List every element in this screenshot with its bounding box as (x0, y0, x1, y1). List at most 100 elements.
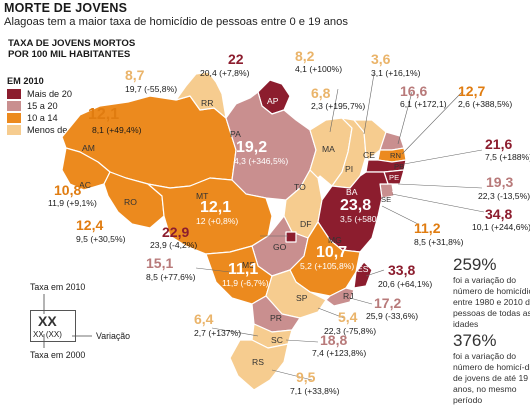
state-rj (325, 287, 355, 307)
note-big-1: 259% (453, 255, 497, 274)
rate-2010-ba-extra: 11,2 (414, 220, 441, 236)
state-abbr-ap: AP (267, 96, 279, 106)
rate-2010-pb: 12,7 (458, 83, 486, 99)
state-abbr-sc: SC (271, 335, 283, 345)
rate-2010-mg: 10,7 (316, 244, 348, 261)
rate-2010-pe: 21,6 (485, 136, 513, 152)
rate-2000-df: 23,9 (-4,2%) (150, 240, 198, 250)
state-abbr-am: AM (82, 143, 95, 153)
rate-2000-ro: 9,5 (+30,5%) (76, 234, 126, 244)
rate-2010-rj: 17,2 (374, 295, 402, 311)
state-abbr-ms: MS (242, 260, 255, 270)
rate-2010-ap: 22 (228, 51, 244, 67)
rate-2000-ba-extra: 8,5 (+31,8%) (414, 237, 464, 247)
key-small: XX (XX) (33, 330, 62, 339)
state-abbr-rr: RR (201, 98, 214, 108)
state-abbr-mt: MT (196, 191, 209, 201)
leader-line (401, 91, 463, 155)
state-abbr-ba: BA (346, 187, 358, 197)
rate-2000-pe: 7,5 (+188%) (485, 152, 530, 162)
legend-swatch (7, 125, 21, 135)
rate-2010-am: 12,1 (88, 106, 120, 123)
state-abbr-mg: MG (328, 235, 342, 245)
legend: EM 2010 Mais de 20 15 a 20 10 a 14 Menos… (7, 76, 80, 136)
rate-2000-pr: 7,4 (+123,8%) (312, 348, 367, 358)
legend-swatch (7, 101, 21, 111)
state-df (285, 231, 297, 243)
rate-2010-ba: 23,8 (340, 197, 372, 214)
rate-2000-mg: 5,2 (+105,8%) (300, 261, 355, 271)
key-top-label: Taxa em 2010 (30, 282, 86, 292)
legend-label: 10 a 14 (27, 113, 58, 123)
state-abbr-ro: RO (124, 197, 137, 207)
rate-2000-ac: 11,9 (+9,1%) (48, 198, 97, 208)
key-box (30, 310, 76, 342)
legend-item: Mais de 20 (7, 88, 80, 100)
leader-line (397, 91, 413, 145)
leader-line (285, 339, 319, 343)
state-abbr-pe: PE (389, 173, 400, 182)
rate-2010-ce: 3,6 (371, 51, 391, 67)
rate-2000-ce: 3,1 (+16,1%) (371, 68, 421, 78)
rate-2000-ba: 3,5 (+580%) (340, 214, 388, 224)
state-abbr-ma: MA (322, 144, 335, 154)
rate-2010-se: 19,3 (486, 174, 514, 190)
rate-2000-es: 20,6 (+64,1%) (378, 279, 433, 289)
rate-2010-pa: 19,2 (236, 139, 268, 156)
note-text-1: foi a variação do número de homicídios e… (453, 275, 530, 329)
rate-2000-se: 22,3 (-13,5%) (478, 191, 530, 201)
rate-2000-ms: 11,9 (-6,7%) (222, 278, 269, 288)
state-abbr-pi: PI (345, 164, 354, 174)
state-ce (353, 119, 387, 161)
rate-2000-pi: 2,3 (+195,7%) (311, 101, 366, 111)
rate-2000-ap: 20,4 (+7,8%) (200, 68, 250, 78)
leader-line (391, 193, 485, 213)
note-text-2: foi a variação do número de homicí-dios … (453, 351, 530, 405)
note-big-2: 376% (453, 331, 497, 350)
state-abbr-rs: RS (252, 357, 264, 367)
legend-item: 10 a 14 (7, 112, 80, 124)
rate-2010-df: 22,9 (162, 224, 190, 240)
leader-line (211, 327, 259, 337)
leader-line (195, 267, 231, 273)
rate-2010-rn: 16,6 (400, 83, 428, 99)
rate-2010-mt: 12,1 (200, 199, 232, 216)
rate-2010-go: 15,1 (146, 255, 174, 271)
state-abbr-rj: RJ (343, 291, 354, 301)
rate-2010-es: 33,8 (388, 262, 416, 278)
rate-2000-rj: 25,9 (-33,6%) (366, 311, 419, 321)
legend-item: 15 a 20 (7, 100, 80, 112)
rate-2000-ma: 4,1 (+100%) (295, 64, 343, 74)
leader-line (397, 183, 483, 189)
rate-2000-rr: 19,7 (-55,8%) (125, 84, 178, 94)
rate-2000-sc: 2,7 (+137%) (194, 328, 242, 338)
legend-swatch (7, 113, 21, 123)
rate-2000-sp: 22,3 (-75,8%) (324, 326, 377, 336)
leader-line (365, 269, 385, 277)
rate-2010-sc: 6,4 (194, 311, 214, 327)
rate-2010-al: 34,8 (485, 206, 513, 222)
rate-2000-pb: 2,6 (+388,5%) (458, 99, 513, 109)
state-abbr-pa: PA (230, 129, 241, 139)
state-abbr-se: SE (381, 195, 392, 204)
leader-line (317, 307, 345, 319)
rate-2010-ms: 11,1 (228, 261, 259, 278)
rate-2010-ro: 12,4 (76, 217, 104, 233)
rate-2000-mt: 12 (+0,8%) (196, 216, 239, 226)
page-subtitle: Alagoas tem a maior taxa de homicídio de… (4, 16, 348, 28)
state-abbr-al: AL (392, 185, 402, 194)
rate-2010-rr: 8,7 (125, 67, 145, 83)
key-right-label: Variação (96, 331, 131, 341)
state-abbr-es: ES (357, 264, 369, 274)
state-abbr-ce: CE (363, 150, 375, 160)
state-abbr-to: TO (294, 182, 306, 192)
leader-line (329, 88, 339, 133)
rate-2010-pi: 6,8 (311, 85, 331, 101)
state-abbr-pr: PR (270, 313, 282, 323)
page-title: MORTE DE JOVENS (4, 1, 128, 15)
key-big: XX (38, 313, 57, 329)
leader-line (349, 297, 373, 305)
rate-2000-al: 10,1 (+244,6%) (472, 222, 530, 232)
rate-2000-am: 8,1 (+49,4%) (92, 125, 142, 135)
